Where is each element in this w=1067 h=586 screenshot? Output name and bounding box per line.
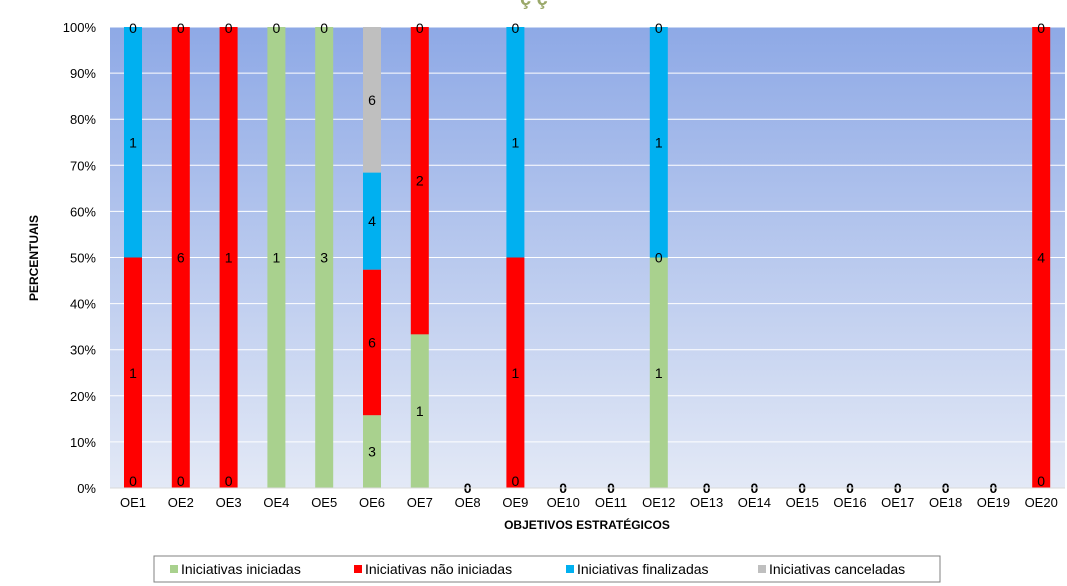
bar-segment-OE20-s1 [1032, 27, 1051, 488]
x-tick-label: OE17 [881, 495, 914, 510]
data-label-OE7: 1 [416, 403, 424, 419]
data-label-OE6: 4 [368, 213, 376, 229]
y-tick-label: 0% [77, 481, 96, 496]
x-tick-label: OE19 [977, 495, 1010, 510]
bar-segment-OE6-s0 [363, 415, 381, 488]
bar-segment-OE12-s0 [649, 257, 668, 488]
data-label-OE3: 1 [225, 250, 233, 266]
x-tick-label: OE20 [1025, 495, 1058, 510]
x-tick-label: OE11 [595, 495, 627, 510]
x-axis-title: OBJETIVOS ESTRATÉGICOS [504, 517, 670, 532]
legend-label: Iniciativas finalizadas [577, 561, 709, 577]
bar-segment-OE6-s2 [363, 172, 381, 270]
data-label-OE12: 1 [655, 134, 663, 150]
data-label-OE3: 0 [225, 473, 233, 489]
data-label-OE2: 0 [177, 473, 185, 489]
data-label-OE4: 0 [273, 20, 281, 36]
data-label-OE1: 0 [129, 473, 137, 489]
data-label-OE5: 0 [320, 20, 328, 36]
y-tick-label: 60% [70, 204, 96, 219]
data-label-OE20: 4 [1037, 250, 1045, 266]
data-label-OE6: 3 [368, 444, 376, 460]
bar-segment-OE4-s0 [267, 27, 286, 488]
bar-segment-OE12-s2 [649, 27, 668, 258]
y-axis: 0% 10% 20% 30% 40% 50% 60% 70% 80% 90% 100% [63, 20, 97, 496]
bar-segment-OE1-s2 [124, 27, 142, 258]
bar-segment-OE2-s1 [171, 27, 190, 488]
legend-swatch [758, 565, 766, 573]
data-label-OE9: 1 [512, 134, 520, 150]
y-tick-label: 50% [70, 251, 96, 266]
y-tick-label: 100% [63, 20, 97, 35]
y-tick-label: 30% [70, 343, 96, 358]
x-axis: OE1 OE2 OE3 OE4 OE5 OE6 OE7 OE8 OE9 OE10 OE11 OE12 O… [110, 487, 1065, 510]
bar-segment-OE7-s0 [410, 334, 429, 488]
bar-segment-OE3-s1 [219, 27, 238, 488]
bar-segment-OE1-s1 [124, 257, 142, 488]
x-tick-label: OE13 [690, 495, 723, 510]
x-tick-label: OE2 [168, 495, 194, 510]
data-label-OE1: 0 [129, 20, 137, 36]
chart-title-clipped: ç ç [520, 0, 548, 11]
legend-label: Iniciativas não iniciadas [365, 561, 512, 577]
data-label-OE7: 0 [416, 20, 424, 36]
x-tick-label: OE5 [311, 495, 337, 510]
x-tick-label: OE12 [642, 495, 675, 510]
data-label-OE1: 1 [129, 365, 137, 381]
y-tick-label: 70% [70, 158, 96, 173]
data-label-OE12: 0 [655, 20, 663, 36]
data-label-OE12: 0 [655, 250, 663, 266]
x-tick-label: OE9 [502, 495, 528, 510]
data-label-OE9: 1 [512, 365, 520, 381]
bar-segment-OE6-s3 [363, 27, 381, 173]
x-tick-label: OE18 [929, 495, 962, 510]
data-label-OE5: 3 [320, 250, 328, 266]
data-label-OE1: 1 [129, 134, 137, 150]
legend-label: Iniciativas iniciadas [181, 561, 301, 577]
data-label-OE4: 1 [273, 250, 281, 266]
x-tick-label: OE8 [455, 495, 481, 510]
data-label-OE9: 0 [512, 473, 520, 489]
x-tick-label: OE15 [786, 495, 819, 510]
x-tick-label: OE3 [216, 495, 242, 510]
x-tick-label: OE1 [120, 495, 146, 510]
bar-segment-OE5-s0 [315, 27, 334, 488]
legend-swatch [170, 565, 178, 573]
data-label-OE2: 0 [177, 20, 185, 36]
data-label-OE6: 6 [368, 92, 376, 108]
legend-swatch [566, 565, 574, 573]
y-tick-label: 90% [70, 66, 96, 81]
y-tick-label: 10% [70, 435, 96, 450]
x-tick-label: OE7 [407, 495, 433, 510]
x-tick-label: OE16 [833, 495, 866, 510]
bars [124, 27, 1051, 488]
data-label-OE3: 0 [225, 20, 233, 36]
bar-segment-OE9-s1 [506, 257, 525, 488]
legend: Iniciativas iniciadas Iniciativas não ini… [153, 555, 941, 583]
x-tick-label: OE14 [738, 495, 771, 510]
data-label-OE12: 1 [655, 365, 663, 381]
data-label-OE6: 6 [368, 334, 376, 350]
bar-segment-OE9-s2 [506, 27, 525, 258]
y-tick-label: 80% [70, 112, 96, 127]
bar-segment-OE7-s1 [410, 27, 429, 335]
bar-segment-OE6-s1 [363, 269, 381, 416]
x-tick-label: OE6 [359, 495, 385, 510]
legend-box [153, 555, 941, 583]
data-label-OE20: 0 [1037, 20, 1045, 36]
y-axis-title: PERCENTUAIS [27, 215, 41, 301]
data-label-OE20: 0 [1037, 473, 1045, 489]
x-tick-label: OE4 [263, 495, 289, 510]
data-label-OE7: 2 [416, 173, 424, 189]
x-tick-label: OE10 [547, 495, 580, 510]
legend-label: Iniciativas canceladas [769, 561, 905, 577]
data-label-OE9: 0 [512, 20, 520, 36]
legend-swatch [354, 565, 362, 573]
y-tick-label: 20% [70, 389, 96, 404]
y-tick-label: 40% [70, 297, 96, 312]
data-label-OE2: 6 [177, 250, 185, 266]
